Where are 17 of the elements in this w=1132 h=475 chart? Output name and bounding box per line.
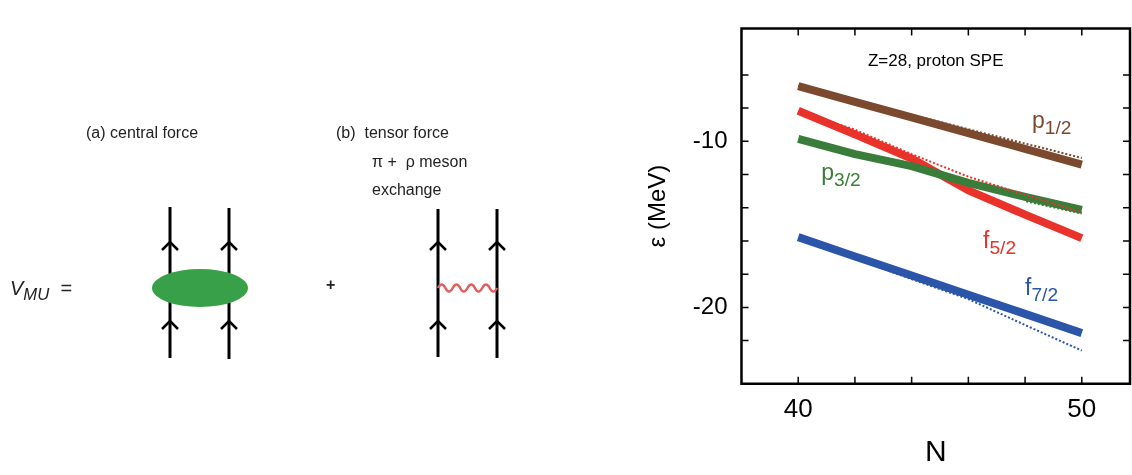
- y-tick-label: -20: [692, 292, 728, 320]
- x-tick-label: 50: [1067, 392, 1097, 423]
- text: V$_{MU}$ =: [10, 277, 73, 305]
- series-label: p$_{3/2}$: [821, 158, 861, 192]
- annotation: Z=28, proton SPE: [867, 51, 1004, 71]
- text: π + ρ meson: [372, 153, 468, 171]
- x-axis-title: N: [924, 434, 947, 468]
- series-label: f$_{5/2}$: [983, 226, 1017, 260]
- text: exchange: [372, 181, 442, 199]
- text: (a) central force: [86, 124, 199, 142]
- x-tick-label: 40: [783, 392, 813, 423]
- text: +: [326, 276, 336, 294]
- series-label: p$_{1/2}$: [1032, 106, 1072, 140]
- y-tick-label: -10: [692, 125, 728, 153]
- y-axis-title: ε (MeV): [643, 164, 671, 248]
- series-label: f$_{7/2}$: [1025, 273, 1059, 307]
- text: (b) tensor force: [336, 124, 449, 142]
